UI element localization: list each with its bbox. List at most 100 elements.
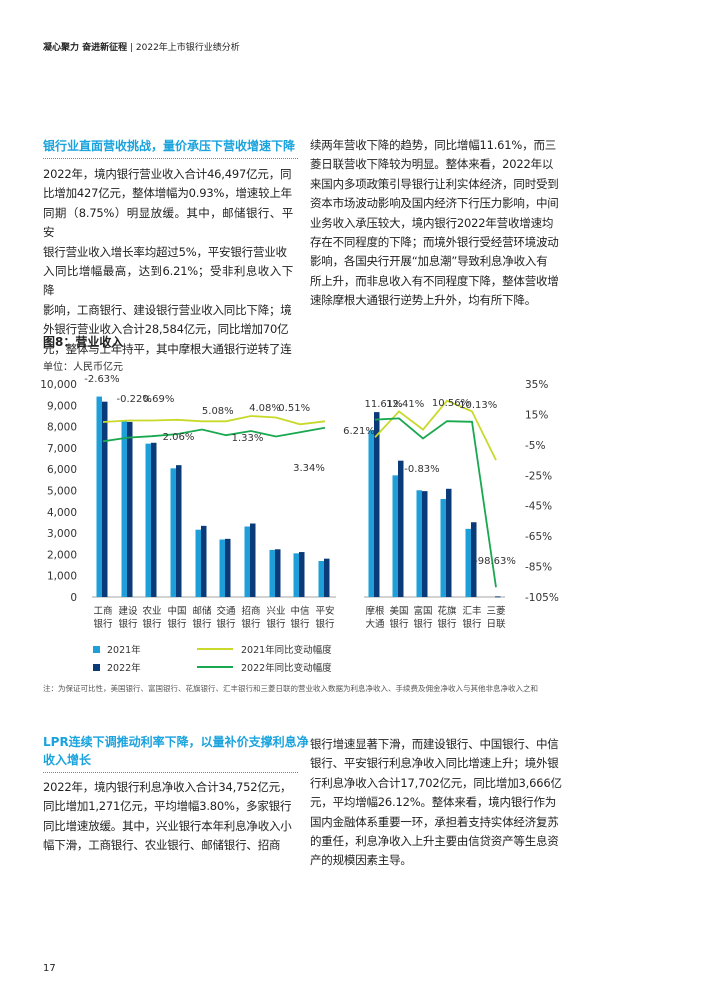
- category-label: 银行: [192, 618, 212, 630]
- category-label: 大通: [365, 618, 385, 630]
- category-label: 招商: [241, 605, 260, 617]
- left-axis-tick-label: 0: [70, 592, 77, 604]
- text-line: 存在不同程度的下降；而境外银行受经营环境波动: [310, 235, 559, 250]
- legend-item-2022: 2022年 2022年同比变动幅度: [93, 658, 332, 676]
- data-label: -0.83%: [404, 464, 439, 475]
- data-label: 2.06%: [163, 432, 195, 443]
- legend-label-2022-bar: 2022年: [107, 663, 141, 674]
- data-label: 1.33%: [232, 433, 264, 444]
- category-label: 日联: [486, 619, 506, 630]
- text-line: 所上升，而非息收入有不同程度下降，整体营收增: [310, 273, 559, 288]
- text-line: 外银行营业收入合计28,584亿元，同比增加70亿: [43, 322, 289, 337]
- legend-label-2021-bar: 2021年: [107, 645, 141, 656]
- right-axis-tick-label: -5%: [525, 440, 545, 452]
- category-label: 交通: [216, 605, 236, 617]
- figure-note: 注：为保证可比性，美国银行、富国银行、花旗银行、汇丰银行和三菱日联的营业收入数据…: [43, 684, 538, 693]
- bar-2022: [176, 465, 182, 597]
- data-label: 0.51%: [278, 403, 310, 414]
- bar-2021: [96, 396, 102, 597]
- category-label: 摩根: [365, 605, 385, 617]
- bar-2021: [145, 443, 151, 597]
- legend-label-2022-line: 2022年同比变动幅度: [241, 663, 332, 674]
- left-axis-tick-label: 4,000: [47, 507, 77, 519]
- text-line: 影响，工商银行、建设银行营业收入同比下降；境: [43, 302, 292, 317]
- bar-2021: [170, 468, 176, 597]
- chart-legend: 2021年 2021年同比变动幅度 2022年 2022年同比变动幅度: [93, 640, 332, 676]
- right-axis-tick-label: 15%: [525, 409, 548, 421]
- left-axis-tick-label: 8,000: [47, 422, 77, 434]
- text-line: 的重任，利息净收入上升主要由信贷资产等生息资: [310, 834, 559, 849]
- right-axis-tick-label: 35%: [525, 379, 548, 391]
- bar-2022: [299, 552, 305, 597]
- legend-swatch-2022-bar: [93, 663, 100, 671]
- category-label: 银行: [315, 618, 335, 630]
- section1-left-paragraph: 2022年，境内银行营业收入合计46,497亿元，同 比增加427亿元，整体增幅…: [43, 165, 293, 359]
- category-label: 富国: [413, 605, 432, 617]
- text-line: 行利息净收入合计17,702亿元，同比增加3,666亿: [310, 775, 562, 790]
- category-label: 三菱: [486, 605, 506, 617]
- section1-title: 银行业直面营收挑战，量价承压下营收增速下降: [43, 139, 296, 153]
- left-axis-tick-label: 6,000: [47, 464, 77, 476]
- bar-2022: [398, 460, 404, 597]
- category-label: 银行: [118, 618, 138, 630]
- bar-2021: [392, 475, 398, 597]
- bar-2021: [293, 553, 299, 597]
- text-line: 元，整体与上年持平，其中摩根大通银行逆转了连: [43, 341, 292, 356]
- section1-left-column: 银行业直面营收挑战，量价承压下营收增速下降 2022年，境内银行营业收入合计46…: [43, 137, 298, 359]
- bar-2021: [219, 539, 225, 597]
- text-line: 同比增加1,271亿元，平均增幅3.80%，多家银行: [43, 799, 292, 814]
- bar-2022: [250, 523, 256, 597]
- section2-title-line: 收入增长: [43, 753, 92, 767]
- text-line: 元，平均增幅26.12%。整体来看，境内银行作为: [310, 795, 557, 810]
- category-label: 银行: [216, 618, 236, 630]
- bar-2022: [422, 491, 428, 597]
- category-label: 银行: [167, 618, 187, 630]
- page-number: 17: [43, 963, 56, 974]
- section1-right-paragraph: 续两年营收下降的趋势，同比增幅11.61%，而三 菱日联营收下降较为明显。整体来…: [310, 136, 572, 311]
- bar-2022: [127, 421, 133, 597]
- text-line: 业务收入承压较大，境内银行2022年营收增速均: [310, 215, 554, 230]
- category-label: 兴业: [266, 606, 285, 617]
- line-2022-yoy: [102, 426, 326, 443]
- data-label: 5.08%: [202, 406, 234, 417]
- header-separator: |: [127, 43, 136, 53]
- text-line: 同期（8.75%）明显放缓。其中，邮储银行、平安: [43, 205, 293, 240]
- legend-swatch-2021-bar: [93, 645, 100, 653]
- data-label: 0.69%: [143, 394, 175, 405]
- category-label: 银行: [142, 618, 162, 630]
- page-header: 凝心聚力 奋进新征程 | 2022年上市银行业绩分析: [43, 40, 240, 53]
- section2-left-column: LPR连续下调推动利率下降，以量补价支撑利息净 收入增长 2022年，境内银行利…: [43, 733, 309, 856]
- bar-2021: [416, 490, 422, 597]
- figure-title: 图8：营业收入: [43, 335, 124, 349]
- bar-2022: [225, 538, 231, 597]
- category-label: 邮储: [192, 605, 212, 617]
- left-axis-tick-label: 9,000: [47, 400, 77, 412]
- section1-title-rule: [43, 158, 298, 159]
- left-axis-tick-label: 2,000: [47, 549, 77, 561]
- data-label: 10.13%: [459, 400, 497, 411]
- section2-left-paragraph: 2022年，境内银行利息净收入合计34,752亿元， 同比增加1,271亿元，平…: [43, 778, 298, 856]
- data-label: 11.61%: [365, 399, 403, 410]
- bar-2022: [471, 522, 477, 597]
- section2-right-paragraph: 银行增速显著下滑，而建设银行、中国银行、中信 银行、平安银行利息净收入同比增速上…: [310, 735, 572, 871]
- legend-swatch-2021-line: [197, 648, 233, 650]
- left-axis-tick-label: 3,000: [47, 528, 77, 540]
- bar-2022: [201, 525, 207, 597]
- bar-2022: [275, 549, 281, 597]
- left-axis-tick-label: 5,000: [47, 486, 77, 498]
- category-label: 银行: [462, 618, 482, 630]
- category-label: 银行: [266, 618, 286, 630]
- bar-2021: [244, 526, 250, 597]
- data-label: -2.63%: [84, 374, 119, 385]
- category-label: 平安: [315, 605, 334, 617]
- category-label: 银行: [437, 618, 457, 630]
- bar-2021: [440, 499, 446, 597]
- legend-swatch-2022-line: [197, 666, 233, 668]
- text-line: 影响，各国央行开展“加息潮”导致利息净收入有: [310, 254, 548, 269]
- section2-title: LPR连续下调推动利率下降，以量补价支撑利息净 收入增长: [43, 733, 309, 769]
- bar-2022: [495, 596, 501, 598]
- text-line: 菱日联营收下降较为明显。整体来看，2022年以: [310, 157, 554, 172]
- text-line: 速除摩根大通银行逆势上升外，均有所下降。: [310, 293, 536, 308]
- text-line: 资本市场波动影响及国内经济下行压力影响，中间: [310, 196, 559, 211]
- category-label: 农业: [142, 605, 161, 617]
